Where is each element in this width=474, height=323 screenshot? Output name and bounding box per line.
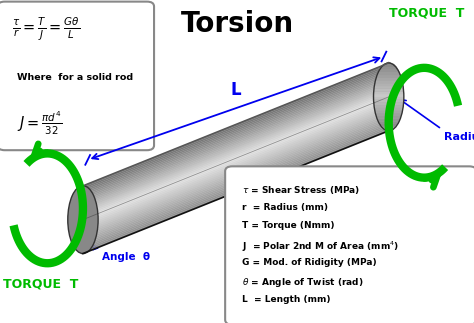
Polygon shape <box>376 72 401 75</box>
Polygon shape <box>83 73 389 198</box>
Text: T = Torque (Nmm): T = Torque (Nmm) <box>242 221 334 230</box>
Polygon shape <box>83 109 389 233</box>
Text: L: L <box>230 80 241 99</box>
Polygon shape <box>83 104 389 228</box>
Text: Radius r: Radius r <box>444 132 474 142</box>
Polygon shape <box>383 62 395 64</box>
Polygon shape <box>83 75 389 199</box>
Ellipse shape <box>68 186 98 254</box>
Polygon shape <box>83 65 389 189</box>
Polygon shape <box>374 99 404 102</box>
Text: Where  for a solid rod: Where for a solid rod <box>17 73 133 82</box>
Polygon shape <box>379 67 399 70</box>
Polygon shape <box>383 127 395 130</box>
Polygon shape <box>375 78 402 81</box>
Polygon shape <box>83 90 389 214</box>
Polygon shape <box>83 94 389 218</box>
Polygon shape <box>83 102 389 226</box>
Polygon shape <box>374 102 403 105</box>
Polygon shape <box>374 89 404 91</box>
Polygon shape <box>83 116 389 240</box>
Text: TORQUE  T: TORQUE T <box>389 6 465 19</box>
FancyBboxPatch shape <box>225 166 474 323</box>
Polygon shape <box>83 129 389 254</box>
Polygon shape <box>83 122 389 247</box>
Polygon shape <box>376 75 401 78</box>
Polygon shape <box>378 119 400 121</box>
Polygon shape <box>83 63 389 187</box>
Polygon shape <box>375 110 402 113</box>
Polygon shape <box>374 105 403 108</box>
Polygon shape <box>83 71 389 196</box>
Polygon shape <box>83 78 389 203</box>
Polygon shape <box>374 97 404 99</box>
Polygon shape <box>376 113 401 116</box>
Polygon shape <box>83 87 389 211</box>
Polygon shape <box>83 85 389 209</box>
Polygon shape <box>83 97 389 221</box>
Polygon shape <box>374 86 403 89</box>
Polygon shape <box>376 116 401 119</box>
Polygon shape <box>374 108 403 110</box>
Text: $J = \frac{\pi d^{4}}{32}$: $J = \frac{\pi d^{4}}{32}$ <box>17 110 62 137</box>
Polygon shape <box>83 67 389 191</box>
Polygon shape <box>83 100 389 225</box>
Polygon shape <box>379 121 399 124</box>
Polygon shape <box>83 126 389 250</box>
Polygon shape <box>83 83 389 208</box>
Polygon shape <box>83 121 389 245</box>
Text: J  = Polar 2nd M of Area (mm$^4$): J = Polar 2nd M of Area (mm$^4$) <box>242 239 399 254</box>
Text: Torsion: Torsion <box>181 10 293 38</box>
Polygon shape <box>374 81 403 83</box>
Polygon shape <box>374 83 403 86</box>
Ellipse shape <box>374 63 404 131</box>
Polygon shape <box>83 99 389 223</box>
Polygon shape <box>83 63 389 254</box>
Polygon shape <box>83 117 389 242</box>
Polygon shape <box>83 119 389 244</box>
Polygon shape <box>83 89 389 213</box>
Text: r  = Radius (mm): r = Radius (mm) <box>242 203 328 212</box>
Polygon shape <box>83 77 389 201</box>
Polygon shape <box>83 107 389 232</box>
Polygon shape <box>83 70 389 194</box>
Text: L  = Length (mm): L = Length (mm) <box>242 295 330 304</box>
Polygon shape <box>83 95 389 220</box>
Text: $\tau$ = Shear Stress (MPa): $\tau$ = Shear Stress (MPa) <box>242 184 360 196</box>
Polygon shape <box>83 92 389 216</box>
Polygon shape <box>83 110 389 235</box>
Polygon shape <box>374 94 404 97</box>
Text: $\theta$ = Angle of Twist (rad): $\theta$ = Angle of Twist (rad) <box>242 276 363 289</box>
Polygon shape <box>381 64 397 67</box>
Polygon shape <box>83 68 389 193</box>
Text: TORQUE  T: TORQUE T <box>2 278 78 291</box>
Polygon shape <box>83 112 389 236</box>
Polygon shape <box>374 91 404 94</box>
Text: Angle  θ: Angle θ <box>102 252 150 262</box>
Text: G = Mod. of Ridigity (MPa): G = Mod. of Ridigity (MPa) <box>242 258 376 267</box>
Polygon shape <box>83 105 389 230</box>
Polygon shape <box>378 70 400 72</box>
Text: $\frac{\tau}{r} = \frac{T}{J} = \frac{G\theta}{L}$: $\frac{\tau}{r} = \frac{T}{J} = \frac{G\… <box>12 16 80 43</box>
Polygon shape <box>83 82 389 206</box>
Polygon shape <box>83 80 389 204</box>
Polygon shape <box>83 128 389 252</box>
Polygon shape <box>83 124 389 248</box>
Polygon shape <box>83 114 389 238</box>
Polygon shape <box>381 124 397 127</box>
FancyBboxPatch shape <box>0 2 154 150</box>
